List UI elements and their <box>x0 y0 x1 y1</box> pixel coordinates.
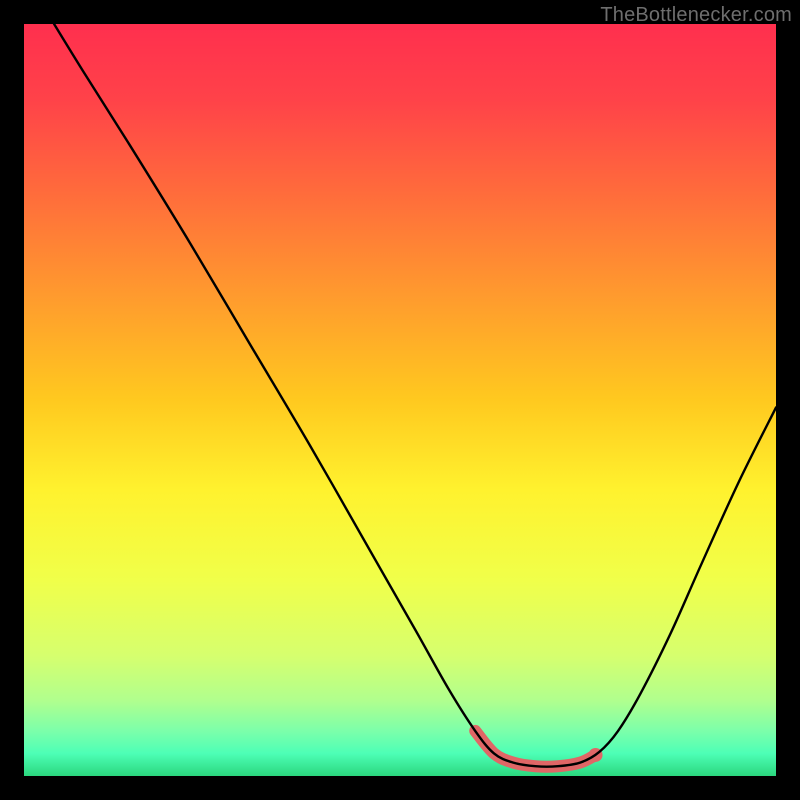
bottleneck-chart <box>0 0 800 800</box>
watermark-text: TheBottlenecker.com <box>600 4 792 27</box>
chart-container: TheBottlenecker.com <box>0 0 800 800</box>
chart-background-gradient <box>24 24 776 776</box>
